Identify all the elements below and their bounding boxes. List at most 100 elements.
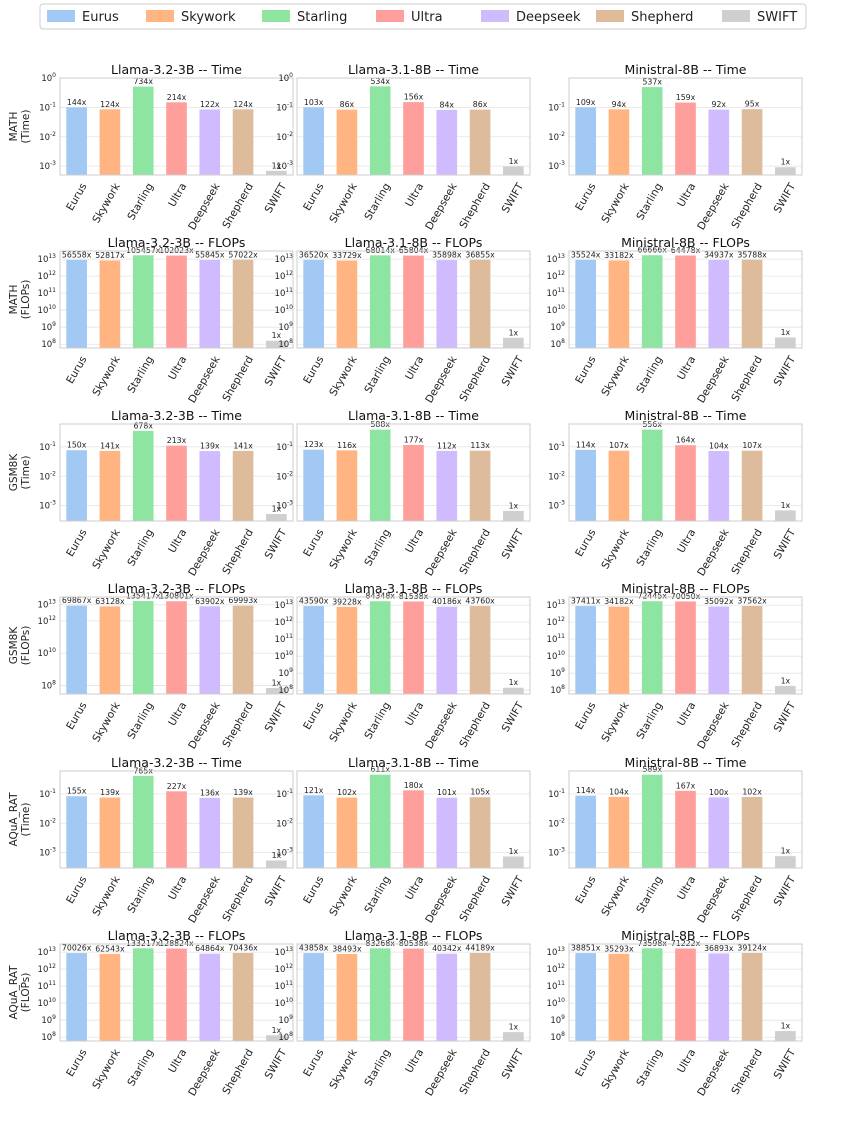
- row-label: MATH (FLOPs): [8, 280, 32, 320]
- x-tick-label: Ultra: [166, 700, 189, 728]
- bar-deepseek: [708, 109, 730, 175]
- legend-swatch-eurus: [47, 10, 75, 22]
- data-label: 92x: [712, 100, 727, 109]
- chart-panel: Llama-3.1-8B -- FLOPs 108 109 1010 1011 1012 1…: [275, 235, 531, 405]
- legend-swatch-shepherd: [596, 10, 624, 22]
- data-label: 33182x: [604, 251, 634, 260]
- y-tick-label: 1013: [547, 253, 566, 265]
- chart-title: Ministral-8B -- Time: [625, 408, 747, 423]
- x-tick-label: Skywork: [599, 526, 632, 571]
- bar-ultra: [675, 445, 696, 521]
- x-tick-label: Starling: [634, 1047, 665, 1088]
- bar-starling: [641, 601, 663, 694]
- data-label: 611x: [370, 765, 390, 774]
- data-label: 213x: [167, 436, 187, 445]
- bar-starling: [132, 948, 154, 1041]
- y-tick-label: 1011: [547, 287, 566, 299]
- chart-title: Llama-3.2-3B -- Time: [111, 755, 242, 770]
- bar-starling: [132, 600, 154, 694]
- bar-shepherd: [741, 109, 763, 175]
- plot-frame: [568, 423, 803, 522]
- x-tick-label: Ultra: [403, 700, 426, 728]
- row-label-line1: GSM8K: [8, 453, 20, 492]
- x-tick-label: Shepherd: [457, 700, 493, 750]
- legend-swatch-deepseek: [481, 10, 509, 22]
- y-tick-label: 109: [278, 1014, 293, 1026]
- data-label: 43760x: [465, 597, 495, 606]
- x-tick-label: Shepherd: [729, 527, 765, 577]
- y-tick-label: 1012: [547, 963, 566, 975]
- data-label: 1x: [509, 847, 519, 856]
- y-tick-label: 10-3: [39, 847, 56, 859]
- x-tick-label: SWIFT: [772, 1047, 799, 1082]
- chart-title: Ministral-8B -- FLOPs: [621, 928, 750, 943]
- y-tick-label: 108: [278, 1031, 293, 1043]
- y-tick-label: 1011: [275, 633, 294, 645]
- bar-skywork: [99, 606, 121, 694]
- bar-shepherd: [232, 259, 254, 348]
- y-tick-label: 1012: [275, 963, 294, 975]
- x-tick-label: Starling: [362, 181, 393, 222]
- bar-ultra: [403, 790, 424, 868]
- plot-frame: [59, 770, 294, 869]
- bar-eurus: [303, 606, 324, 694]
- x-tick-label: Starling: [125, 700, 156, 741]
- x-tick-label: Ultra: [675, 1047, 698, 1075]
- chart-panels: Llama-3.2-3B -- Time 10-3 10-2 10-1 100 144x E…: [38, 62, 803, 1098]
- chart-panel: Llama-3.2-3B -- FLOPs 108 109 1010 1011 1012 1…: [38, 928, 294, 1098]
- x-tick-label: SWIFT: [772, 181, 799, 216]
- row-label-line2: (FLOPs): [20, 626, 32, 666]
- y-tick-label: 1013: [547, 946, 566, 958]
- x-tick-label: Starling: [362, 1047, 393, 1088]
- data-label: 64864x: [195, 944, 225, 953]
- bar-starling: [132, 430, 154, 521]
- bar-ultra: [166, 948, 187, 1041]
- x-tick-label: Shepherd: [457, 1047, 493, 1097]
- data-label: 63128x: [95, 597, 125, 606]
- y-tick-label: 10-1: [276, 788, 293, 800]
- bar-ultra: [675, 948, 696, 1041]
- data-label: 136x: [200, 788, 220, 797]
- data-label: 121x: [304, 786, 324, 795]
- x-tick-label: Eurus: [64, 700, 89, 732]
- y-tick-label: 1012: [38, 615, 57, 627]
- data-label: 52817x: [95, 251, 125, 260]
- row-label-line1: MATH: [8, 112, 20, 142]
- y-tick-label: 10-1: [276, 101, 293, 113]
- bar-eurus: [66, 450, 87, 521]
- bar-ultra: [403, 102, 424, 175]
- bar-ultra: [166, 255, 187, 348]
- x-tick-label: Eurus: [573, 874, 598, 906]
- bar-eurus: [575, 449, 596, 521]
- data-label: 124x: [100, 100, 120, 109]
- plot-frame: [568, 77, 803, 176]
- x-tick-label: Ultra: [403, 527, 426, 555]
- x-tick-label: Shepherd: [220, 1047, 256, 1097]
- data-label: 141x: [100, 441, 120, 450]
- data-label: 167x: [676, 781, 696, 790]
- data-label: 116x: [337, 441, 357, 450]
- chart-title: Llama-3.1-8B -- FLOPs: [345, 928, 483, 943]
- y-tick-label: 1012: [547, 616, 566, 628]
- legend-swatch-skywork: [146, 10, 174, 22]
- bar-skywork: [99, 450, 121, 521]
- y-tick-label: 10-3: [548, 500, 565, 512]
- y-tick-label: 10-3: [276, 847, 293, 859]
- data-label: 81538x: [399, 592, 429, 601]
- x-tick-label: Deepseek: [423, 353, 460, 405]
- bar-swift: [266, 170, 287, 175]
- chart-panel: Ministral-8B -- FLOPs 108 109 1010 1011 1012 1…: [547, 581, 803, 751]
- plot-frame: [296, 596, 531, 695]
- data-label: 1x: [272, 161, 282, 170]
- bar-shepherd: [741, 605, 763, 694]
- y-tick-label: 10-3: [39, 160, 56, 172]
- chart-title: Llama-3.1-8B -- Time: [348, 62, 479, 77]
- bar-swift: [266, 340, 287, 348]
- bar-swift: [775, 337, 796, 348]
- chart-title: Llama-3.1-8B -- FLOPs: [345, 581, 483, 596]
- legend-label-starling: Starling: [297, 10, 347, 25]
- bar-ultra: [675, 255, 696, 348]
- bar-swift: [503, 687, 524, 694]
- plot-frame: [296, 770, 531, 869]
- chart-panel: Llama-3.2-3B -- Time 10-3 10-2 10-1 100 144x E…: [39, 62, 294, 232]
